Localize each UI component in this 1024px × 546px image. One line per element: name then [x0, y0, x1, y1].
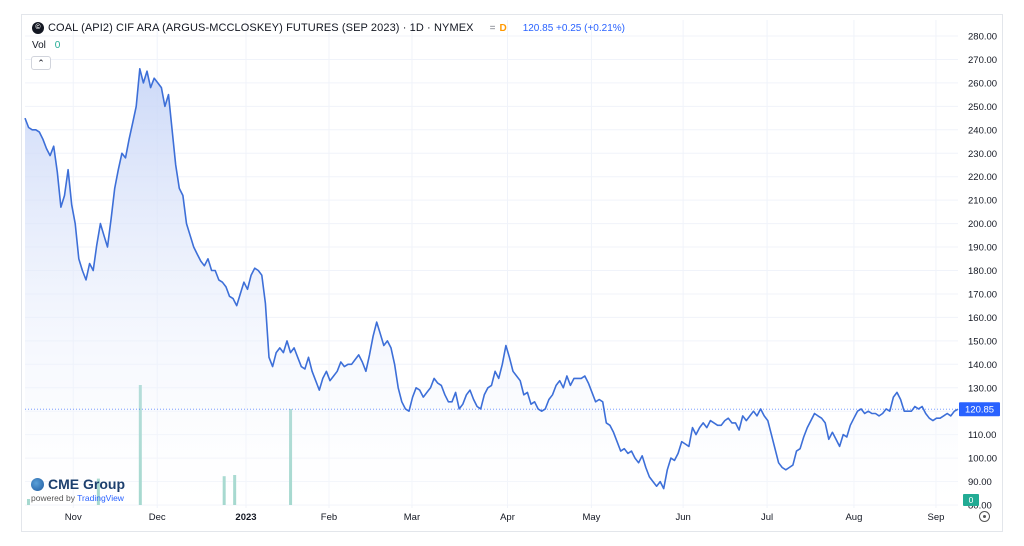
price-line — [24, 68, 959, 490]
y-tick-label: 150.00 — [968, 336, 997, 347]
chevron-up-icon: ⌃ — [37, 58, 45, 68]
chart-legend: © COAL (API2) CIF ARA (ARGUS-MCCLOSKEY) … — [32, 22, 625, 34]
volume-label: Vol — [32, 40, 46, 51]
y-tick-label: 230.00 — [968, 149, 997, 160]
brand-watermark[interactable]: CME Group powered by TradingView — [31, 476, 125, 503]
x-tick-label: Jul — [761, 512, 773, 523]
y-tick-label: 110.00 — [968, 430, 996, 441]
y-tick-label: 100.00 — [968, 454, 997, 465]
tradingview-link[interactable]: TradingView — [77, 493, 124, 503]
last-price-tag — [959, 402, 1000, 417]
last-price-tag-label: 120.85 — [965, 405, 994, 416]
collapse-legend-button[interactable]: ⌃ — [31, 56, 51, 70]
powered-by-label: powered by — [31, 493, 75, 503]
y-tick-label: 200.00 — [968, 219, 997, 230]
volume-last-tag: 0 — [963, 494, 979, 506]
x-tick-label: 2023 — [235, 512, 256, 523]
settings-gear-icon[interactable] — [979, 511, 990, 522]
y-tick-label: 270.00 — [968, 55, 997, 66]
y-tick-label: 130.00 — [968, 383, 997, 394]
x-tick-label: Apr — [500, 512, 515, 523]
y-tick-label: 280.00 — [968, 32, 997, 43]
y-tick-label: 160.00 — [968, 313, 997, 324]
price-area — [25, 68, 958, 506]
x-tick-label: Mar — [404, 512, 420, 523]
equal-icon: = — [489, 22, 496, 34]
x-tick-label: Dec — [149, 512, 166, 523]
powered-by-text: powered by TradingView — [31, 493, 125, 503]
y-tick-label: 80.00 — [968, 501, 992, 512]
x-tick-label: Jun — [675, 512, 690, 523]
y-tick-label: 220.00 — [968, 172, 997, 183]
symbol-title[interactable]: COAL (API2) CIF ARA (ARGUS-MCCLOSKEY) FU… — [48, 22, 474, 34]
x-tick-label: May — [582, 512, 600, 523]
data-status-badge[interactable]: = D — [490, 23, 507, 34]
y-tick-label: 90.00 — [968, 477, 992, 488]
y-tick-label: 210.00 — [968, 196, 997, 207]
volume-value: 0 — [54, 40, 61, 51]
y-tick-label: 140.00 — [968, 360, 997, 371]
x-tick-label: Nov — [65, 512, 82, 523]
y-tick-label: 170.00 — [968, 289, 997, 300]
x-tick-label: Feb — [321, 512, 337, 523]
last-price-change: 120.85 +0.25 (+0.21%) — [522, 22, 625, 34]
y-tick-label: 180.00 — [968, 266, 997, 277]
y-tick-label: 260.00 — [968, 78, 997, 89]
y-tick-label: 190.00 — [968, 243, 997, 254]
x-tick-label: Sep — [928, 512, 945, 523]
exchange-logo-icon: © — [32, 22, 44, 34]
y-tick-label: 250.00 — [968, 102, 997, 113]
globe-icon — [31, 477, 44, 491]
volume-legend: Vol 0 — [32, 40, 60, 51]
x-tick-label: Aug — [845, 512, 862, 523]
delayed-badge: D — [499, 22, 507, 34]
brand-name: CME Group — [48, 476, 125, 492]
y-tick-label: 240.00 — [968, 125, 997, 136]
